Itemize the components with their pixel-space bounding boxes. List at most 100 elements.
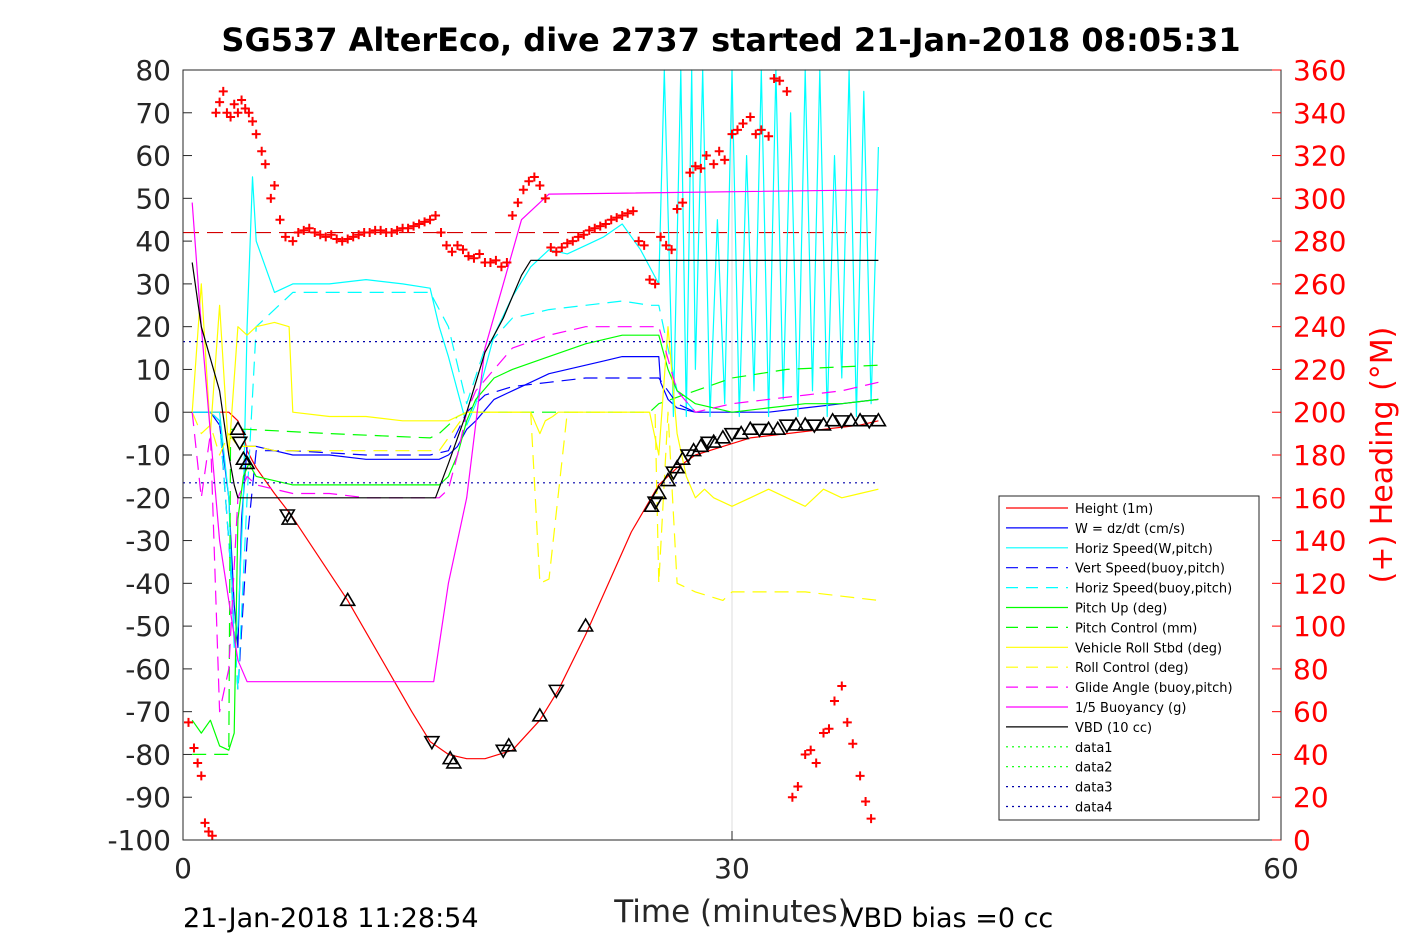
marker-triangle xyxy=(445,754,463,769)
y-tick-label-right: 120 xyxy=(1293,567,1346,600)
heading-point xyxy=(866,814,876,824)
marker-triangle xyxy=(842,412,860,427)
y-axis-left: 80 70 60 50 40 30 20 10 0 -10 -20 -30 -40 -50 -60 -70 -8… xyxy=(107,54,192,857)
marker-triangle xyxy=(650,484,668,500)
legend-label: W = dz/dt (cm/s) xyxy=(1075,522,1185,537)
heading-point xyxy=(237,95,247,105)
heading-point xyxy=(270,181,279,190)
marker-triangle xyxy=(870,412,887,427)
y-tick-label-left: -60 xyxy=(125,653,171,686)
heading-point xyxy=(672,204,682,214)
y-tick-label-left: -10 xyxy=(125,439,171,472)
heading-point xyxy=(485,258,495,267)
legend-label: Horiz Speed(W,pitch) xyxy=(1075,542,1213,557)
heading-point xyxy=(782,86,792,96)
heading-point xyxy=(260,159,270,169)
series-line-11 xyxy=(191,259,879,499)
y-tick-label-right: 80 xyxy=(1293,653,1329,686)
heading-point xyxy=(562,238,572,248)
marker-triangle xyxy=(238,454,256,470)
heading-point xyxy=(645,275,655,285)
chart-title: SG537 AlterEco, dive 2737 started 21-Jan… xyxy=(221,21,1240,59)
series-line-8 xyxy=(191,411,879,602)
heading-point xyxy=(551,247,561,257)
heading-point xyxy=(623,208,633,218)
y-tick-label-right: 300 xyxy=(1293,182,1346,215)
heading-point xyxy=(425,215,435,225)
heading-point xyxy=(606,215,616,225)
heading-point xyxy=(612,213,622,223)
heading-point xyxy=(720,155,730,165)
heading-point xyxy=(496,262,506,272)
footer-vbd-bias: VBD bias =0 cc xyxy=(845,903,1053,934)
y-tick-label-right: 140 xyxy=(1293,525,1346,558)
heading-point xyxy=(387,228,397,238)
y-tick-label-right: 260 xyxy=(1293,268,1346,301)
heading-point xyxy=(595,221,605,231)
heading-point xyxy=(696,163,706,173)
heading-point xyxy=(507,210,517,220)
heading-point xyxy=(266,193,276,203)
y-tick-label-left: -50 xyxy=(125,610,171,643)
heading-point xyxy=(667,245,677,255)
heading-point xyxy=(458,245,468,255)
marker-triangle xyxy=(547,684,565,699)
heading-point xyxy=(409,221,419,231)
heading-point xyxy=(491,255,501,265)
heading-point xyxy=(601,219,611,229)
y-axis-right-label: (+) Heading (°M) xyxy=(1365,327,1400,584)
marker-triangle xyxy=(423,735,441,751)
y-tick-label-left: -100 xyxy=(107,824,171,857)
marker-triangle xyxy=(231,436,249,451)
heading-point xyxy=(837,681,847,691)
y-tick-label-right: 60 xyxy=(1293,696,1329,729)
heading-point xyxy=(196,771,206,781)
marker-triangle xyxy=(500,737,518,752)
heading-point xyxy=(727,129,737,139)
heading-point xyxy=(584,225,594,235)
legend-box xyxy=(998,495,1260,821)
heading-point xyxy=(436,228,446,238)
heading-point xyxy=(392,225,402,235)
heading-point xyxy=(315,230,325,240)
heading-point xyxy=(453,240,462,250)
heading-point xyxy=(685,168,695,178)
heading-point xyxy=(639,240,649,250)
marker-triangle xyxy=(692,437,710,453)
heading-point xyxy=(248,116,258,126)
heading-point xyxy=(829,696,839,706)
legend-label: Roll Control (deg) xyxy=(1075,661,1189,676)
y-tick-label-left: 20 xyxy=(135,311,171,344)
heading-point xyxy=(557,243,567,253)
y-tick-label-left: -80 xyxy=(125,738,171,771)
legend-label: VBD (10 cc) xyxy=(1075,721,1152,736)
heading-point xyxy=(211,108,221,118)
marker-triangle xyxy=(229,420,247,436)
heading-point xyxy=(842,717,852,727)
heading-point xyxy=(233,108,243,118)
heading-point xyxy=(447,247,457,257)
heading-point xyxy=(709,159,719,169)
legend-label: Height (1m) xyxy=(1075,502,1153,517)
heading-point xyxy=(656,232,666,242)
x-tick-label: 60 xyxy=(1263,852,1299,885)
marker-triangle xyxy=(659,472,677,487)
heading-point xyxy=(348,232,358,242)
heading-point xyxy=(824,724,834,734)
y-tick-label-right: 240 xyxy=(1293,311,1346,344)
y-tick-label-right: 100 xyxy=(1293,610,1346,643)
y-tick-label-left: 50 xyxy=(135,182,171,215)
heading-layer xyxy=(183,74,876,841)
y-tick-label-right: 200 xyxy=(1293,396,1346,429)
heading-point xyxy=(218,86,228,96)
y-tick-label-left: 80 xyxy=(135,54,171,87)
heading-point xyxy=(304,223,314,233)
heading-point xyxy=(414,219,424,229)
heading-point xyxy=(819,728,828,738)
heading-point xyxy=(420,217,430,227)
y-tick-label-left: -20 xyxy=(125,482,171,515)
heading-point xyxy=(848,739,858,749)
y-tick-label-left: -70 xyxy=(125,696,171,729)
heading-point xyxy=(524,176,534,186)
marker-triangle xyxy=(714,429,732,444)
